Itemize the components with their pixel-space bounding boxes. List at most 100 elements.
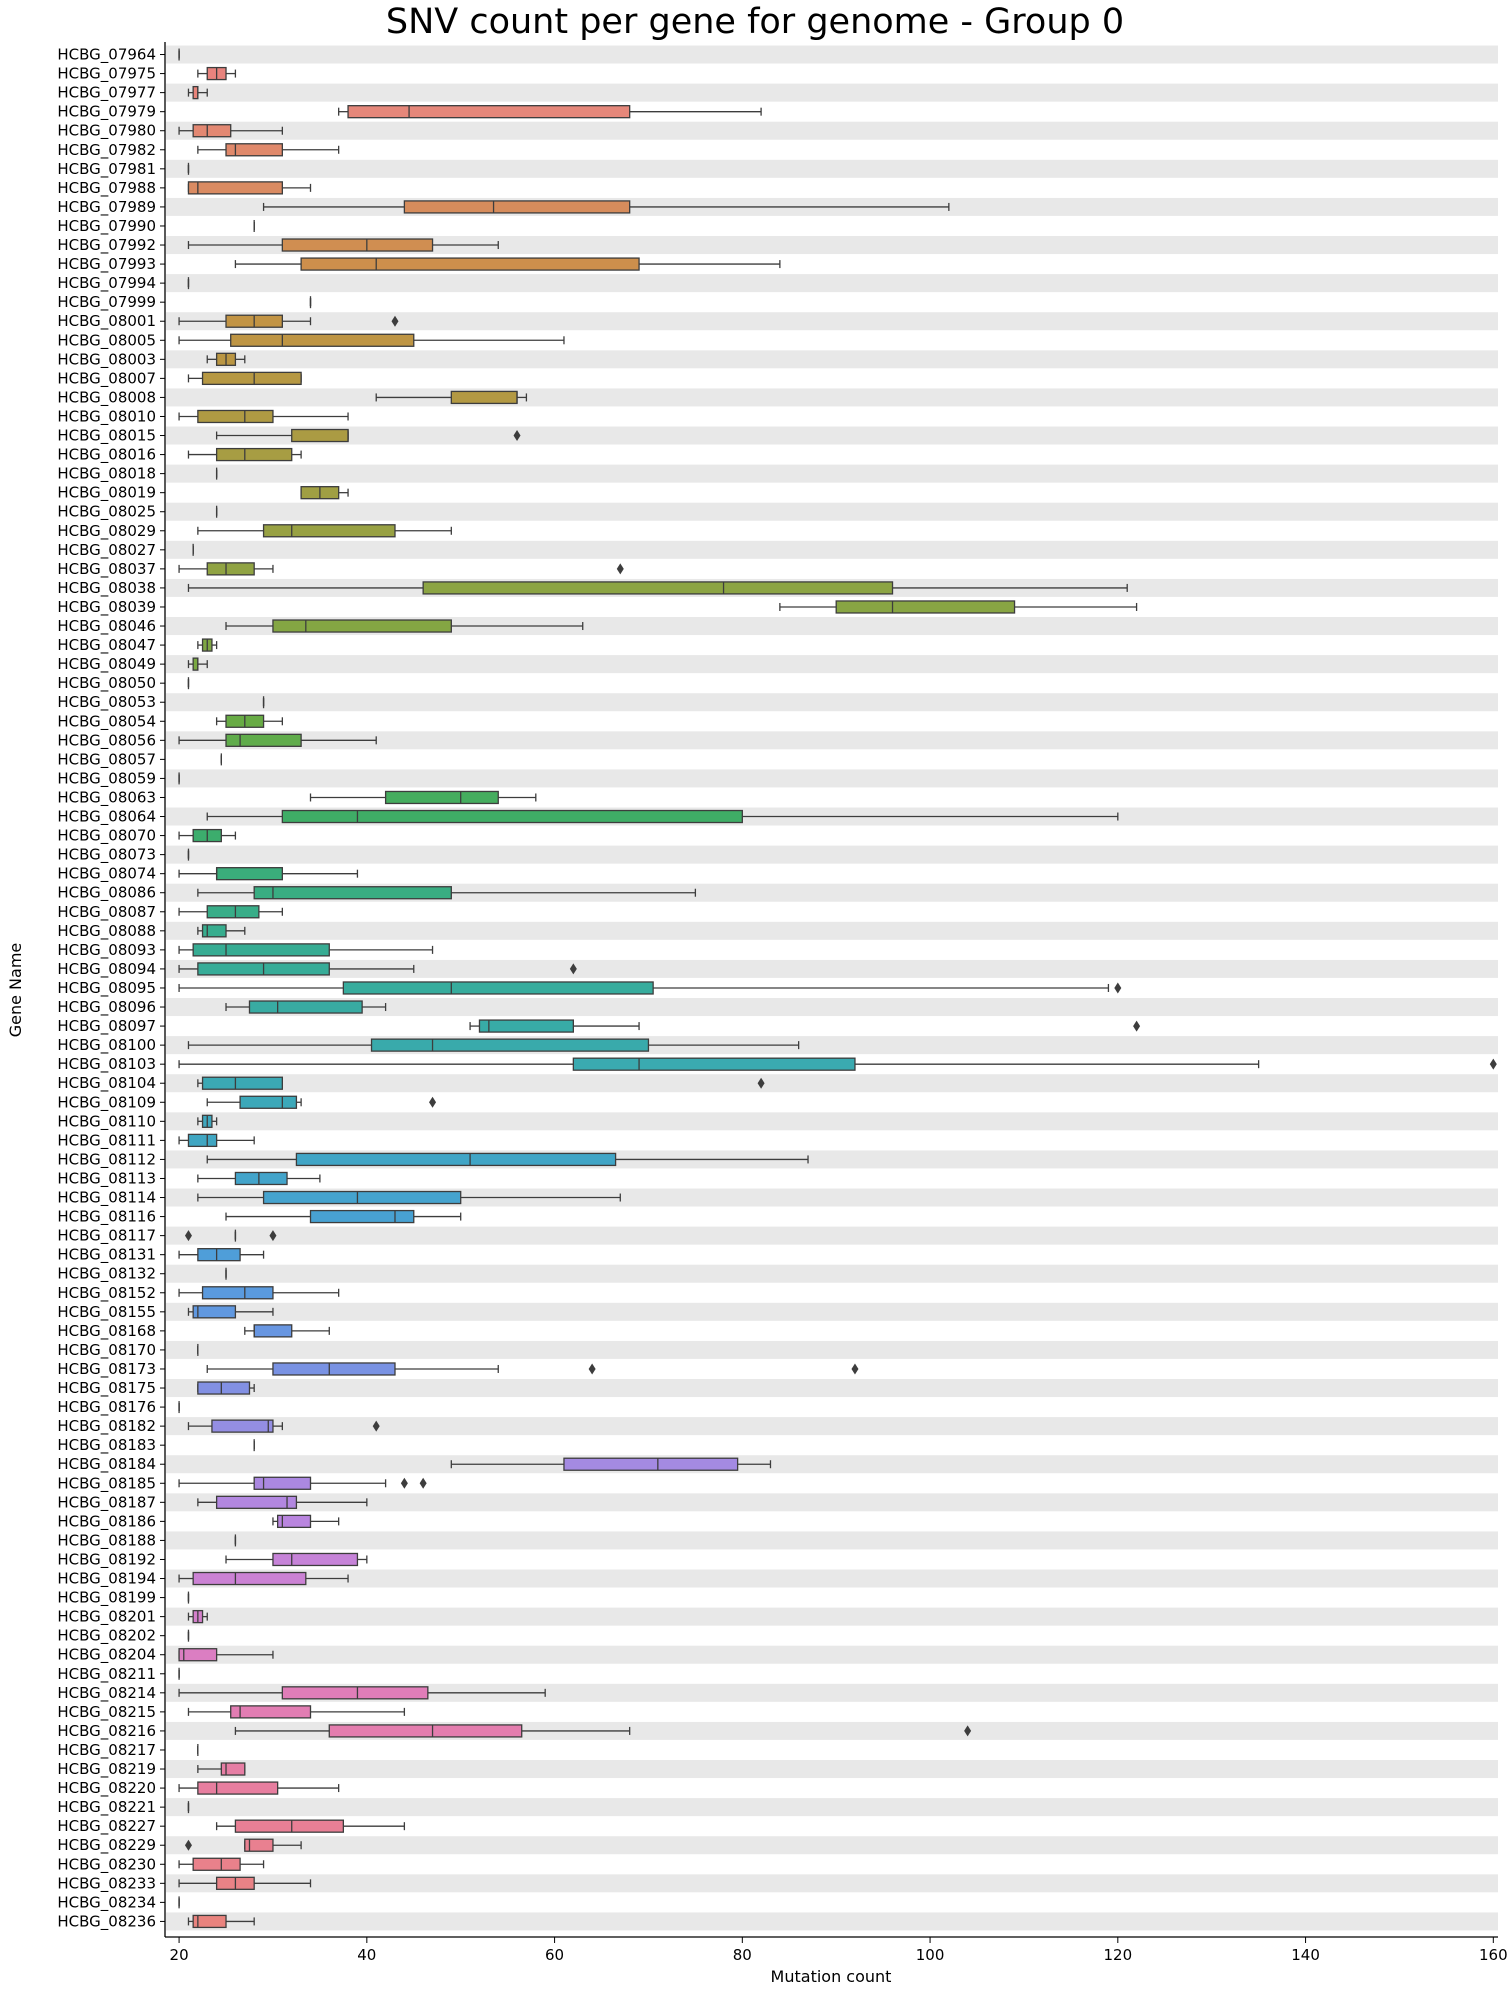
box-iqr — [192, 124, 232, 138]
y-tick-label: HCBG_08070 — [57, 827, 156, 846]
box-iqr — [281, 238, 434, 252]
box-HCBG_08001 — [178, 314, 399, 328]
box-HCBG_08010 — [178, 409, 349, 424]
box-HCBG_08095 — [178, 981, 1122, 995]
box-HCBG_08215 — [187, 1705, 406, 1719]
y-tick-label: HCBG_08202 — [57, 1627, 156, 1646]
box-HCBG_08220 — [178, 1781, 340, 1795]
row-band — [166, 350, 1498, 369]
y-tick-label: HCBG_08054 — [57, 712, 156, 731]
box-HCBG_08114 — [197, 1190, 621, 1205]
y-tick-label: HCBG_08233 — [57, 1874, 156, 1893]
y-tick-label: HCBG_07992 — [57, 236, 156, 255]
box-HCBG_08186 — [272, 1514, 340, 1529]
row-band — [166, 845, 1498, 864]
y-tick-label: HCBG_08182 — [57, 1417, 156, 1436]
box-iqr — [197, 1248, 241, 1262]
box-HCBG_08173 — [206, 1362, 859, 1376]
y-tick-label: HCBG_08016 — [57, 446, 156, 465]
y-tick-label: HCBG_08019 — [57, 484, 156, 503]
y-tick-label: HCBG_08010 — [57, 407, 156, 426]
box-iqr — [276, 1514, 312, 1529]
row-band — [166, 159, 1498, 178]
row-band — [166, 1264, 1498, 1283]
box-iqr — [272, 1552, 359, 1567]
x-tick-label: 20 — [170, 1946, 189, 1964]
row-band — [166, 121, 1498, 140]
box-iqr — [563, 1457, 739, 1471]
box-iqr — [230, 333, 415, 347]
y-tick-label: HCBG_08215 — [57, 1703, 156, 1722]
box-HCBG_08229 — [184, 1838, 302, 1852]
box-HCBG_08175 — [197, 1381, 255, 1395]
y-tick-label: HCBG_08194 — [57, 1570, 156, 1589]
box-iqr — [192, 1305, 237, 1319]
box-HCBG_08117 — [184, 1229, 277, 1242]
box-iqr — [192, 1857, 241, 1871]
y-tick-label: HCBG_08229 — [57, 1836, 156, 1855]
y-tick-label: HCBG_08095 — [57, 979, 156, 998]
box-iqr — [262, 524, 396, 538]
box-iqr — [215, 1495, 298, 1509]
row-band — [166, 731, 1498, 750]
box-iqr — [206, 562, 255, 576]
y-tick-label: HCBG_08175 — [57, 1379, 156, 1398]
outlier-point — [757, 1077, 765, 1089]
y-tick-label: HCBG_08047 — [57, 636, 156, 655]
box-HCBG_08070 — [178, 828, 237, 843]
box-iqr — [192, 1571, 307, 1586]
y-tick-label: HCBG_08152 — [57, 1284, 156, 1303]
box-HCBG_08104 — [197, 1076, 765, 1090]
box-iqr — [178, 1648, 218, 1662]
box-HCBG_08168 — [244, 1324, 330, 1338]
box-iqr — [342, 981, 654, 995]
y-tick-label: HCBG_08234 — [57, 1893, 156, 1912]
box-HCBG_08230 — [178, 1857, 265, 1871]
box-HCBG_08054 — [215, 714, 283, 728]
box-HCBG_08005 — [178, 333, 565, 347]
row-band — [166, 769, 1498, 788]
box-HCBG_08216 — [234, 1724, 972, 1738]
outlier-point — [964, 1725, 972, 1737]
row-band — [166, 1226, 1498, 1245]
row-band — [166, 1188, 1498, 1207]
box-HCBG_08109 — [206, 1095, 437, 1109]
outlier-point — [419, 1477, 427, 1489]
box-iqr — [225, 143, 283, 157]
y-tick-label: HCBG_08093 — [57, 941, 156, 960]
box-iqr — [262, 1190, 462, 1205]
box-HCBG_07982 — [197, 143, 340, 157]
y-tick-label: HCBG_08057 — [57, 750, 156, 769]
x-axis-label: Mutation count — [771, 1967, 892, 1986]
outlier-point — [372, 1420, 380, 1432]
box-HCBG_07993 — [234, 257, 781, 271]
y-axis-label: Gene Name — [6, 943, 25, 1038]
box-HCBG_08096 — [225, 1000, 387, 1014]
box-HCBG_08214 — [178, 1686, 546, 1700]
box-HCBG_08094 — [178, 962, 577, 976]
y-tick-label: HCBG_07989 — [57, 198, 156, 217]
box-HCBG_08201 — [187, 1609, 208, 1624]
row-band — [166, 883, 1498, 902]
box-HCBG_08184 — [450, 1457, 772, 1471]
box-iqr — [234, 1171, 288, 1186]
box-HCBG_08038 — [187, 581, 1128, 595]
box-HCBG_08019 — [300, 486, 349, 500]
box-HCBG_08088 — [197, 924, 246, 938]
box-iqr — [225, 733, 302, 747]
row-band — [166, 1074, 1498, 1093]
row-band — [166, 426, 1498, 445]
box-iqr — [197, 409, 274, 424]
box-HCBG_08103 — [178, 1057, 1497, 1071]
row-band — [166, 998, 1498, 1017]
box-iqr — [244, 1838, 274, 1852]
y-tick-label: HCBG_08112 — [57, 1150, 156, 1169]
y-tick-label: HCBG_08132 — [57, 1265, 156, 1284]
y-tick-label: HCBG_08131 — [57, 1246, 156, 1265]
y-tick-label: HCBG_08211 — [57, 1665, 156, 1684]
box-HCBG_08155 — [187, 1305, 274, 1319]
box-HCBG_08110 — [197, 1114, 218, 1128]
box-iqr — [328, 1724, 523, 1738]
box-iqr — [295, 1152, 617, 1167]
y-tick-label: HCBG_08168 — [57, 1322, 156, 1341]
